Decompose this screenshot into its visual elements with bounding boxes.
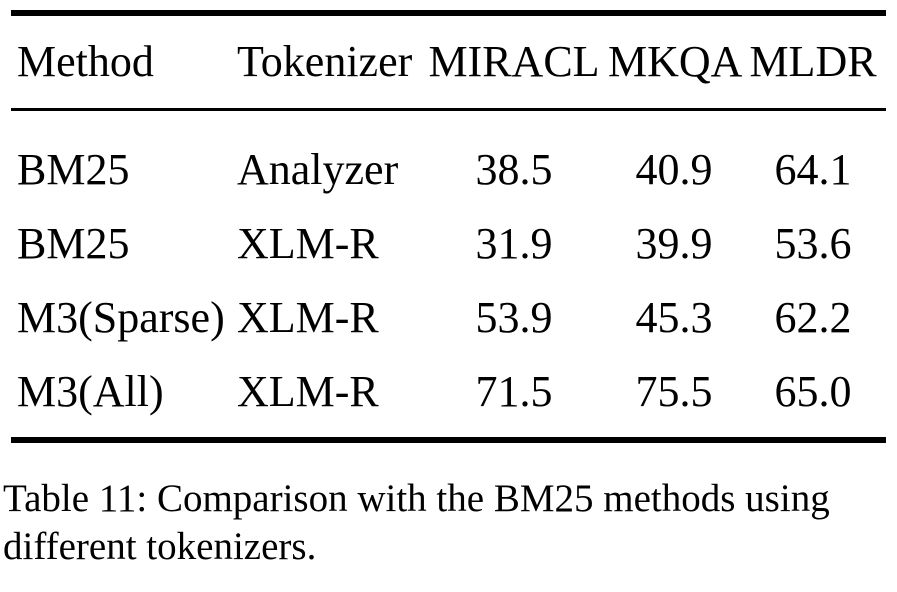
cell-mldr: 53.6 (774, 219, 852, 268)
cell-miracl: 38.5 (475, 145, 553, 194)
cell-mkqa: 45.3 (635, 293, 713, 342)
cell-method: BM25 (17, 145, 130, 194)
column-header-mldr: MLDR (749, 37, 877, 86)
cell-tokenizer: XLM-R (237, 219, 379, 268)
cell-mldr: 64.1 (774, 145, 852, 194)
cell-mkqa: 40.9 (635, 145, 713, 194)
cell-tokenizer: XLM-R (237, 293, 379, 342)
header-row: Method Tokenizer MIRACL MKQA MLDR (11, 13, 886, 110)
table-row: M3(Sparse) XLM-R 53.9 45.3 62.2 (11, 281, 886, 355)
cell-mldr: 62.2 (774, 293, 852, 342)
results-table: Method Tokenizer MIRACL MKQA MLDR BM25 A… (11, 10, 886, 443)
cell-mkqa: 75.5 (635, 367, 713, 416)
table-row: M3(All) XLM-R 71.5 75.5 65.0 (11, 355, 886, 440)
cell-method: M3(All) (17, 367, 164, 416)
column-header-miracl: MIRACL (428, 37, 600, 86)
cell-method: M3(Sparse) (17, 293, 225, 342)
paper-table-figure: Method Tokenizer MIRACL MKQA MLDR BM25 A… (0, 10, 897, 571)
column-header-method: Method (17, 37, 154, 86)
column-header-mkqa: MKQA (608, 37, 743, 86)
table-caption: Table 11: Comparison with the BM25 metho… (3, 477, 830, 568)
cell-mkqa: 39.9 (635, 219, 713, 268)
cell-method: BM25 (17, 219, 130, 268)
cell-miracl: 53.9 (475, 293, 553, 342)
cell-tokenizer: Analyzer (237, 145, 399, 194)
cell-mldr: 65.0 (774, 367, 852, 416)
column-header-tokenizer: Tokenizer (237, 37, 413, 86)
table-row: BM25 XLM-R 31.9 39.9 53.6 (11, 207, 886, 281)
cell-tokenizer: XLM-R (237, 367, 379, 416)
table-row: BM25 Analyzer 38.5 40.9 64.1 (11, 110, 886, 208)
cell-miracl: 31.9 (475, 219, 553, 268)
cell-miracl: 71.5 (475, 367, 553, 416)
